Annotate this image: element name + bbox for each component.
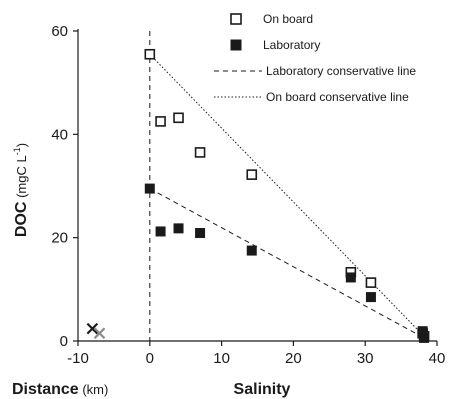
x-tick-label: 10 [213,350,230,367]
legend-laboratory-marker [230,39,242,51]
laboratory-point [155,226,166,237]
laboratory-point [246,245,257,256]
on-board-point [365,277,377,288]
on-board-point [144,48,156,60]
y-tick-label: 0 [60,333,68,350]
on-board-point [155,116,166,127]
y-axis-title-unit-sup: -1 [12,147,22,155]
on-board-conservative-line [149,53,425,337]
x-tick-label: 20 [285,350,302,367]
legend: On board Laboratory Laboratory conservativ… [214,12,416,104]
axes-layer [73,29,438,346]
laboratory-point [419,332,430,343]
distance-x-marker-stroke [86,322,99,335]
legend-on-board-marker [230,13,242,25]
distance-axis-title-unit: (km) [79,382,109,397]
x-axis-title: Salinity [234,381,291,398]
x-tick-label: 40 [429,350,446,367]
y-axis-title-main: DOC [13,201,30,237]
laboratory-point [173,223,184,234]
distance-x-marker [86,322,99,335]
legend-items: On board Laboratory Laboratory conservativ… [214,12,416,104]
laboratory-point [365,292,376,303]
y-tick-label: 60 [51,23,68,40]
x-tick-label: -10 [67,350,89,367]
distance-axis-title: Distance (km) [12,381,108,398]
x-tick-label: 0 [146,350,154,367]
laboratory-point [345,272,356,283]
legend-on-board-line-label: On board conservative line [266,90,409,104]
on-board-point [194,147,206,158]
on-board-point [173,112,184,124]
y-tick-label: 20 [51,230,68,247]
x-tick-label: 30 [357,350,374,367]
y-axis-title-unit-end: ) [14,143,29,147]
laboratory-point [195,228,206,239]
y-axis-title-unit: (mgC L [14,155,29,201]
distance-x-marker-stroke [93,327,106,340]
on-board-point [246,169,258,180]
laboratory-conservative-line [149,188,425,339]
conservative-lines-layer [149,53,425,339]
laboratory-point [144,183,155,194]
distance-x-marker [93,327,106,340]
y-tick-label: 40 [51,126,68,143]
legend-laboratory-label: Laboratory [263,38,320,52]
data-points-layer [86,48,430,343]
legend-on-board-label: On board [263,12,313,26]
distance-axis-title-main: Distance [12,381,79,398]
y-axis-title: DOC (mgC L-1) [12,143,30,237]
legend-laboratory-line-label: Laboratory conservative line [266,64,416,78]
